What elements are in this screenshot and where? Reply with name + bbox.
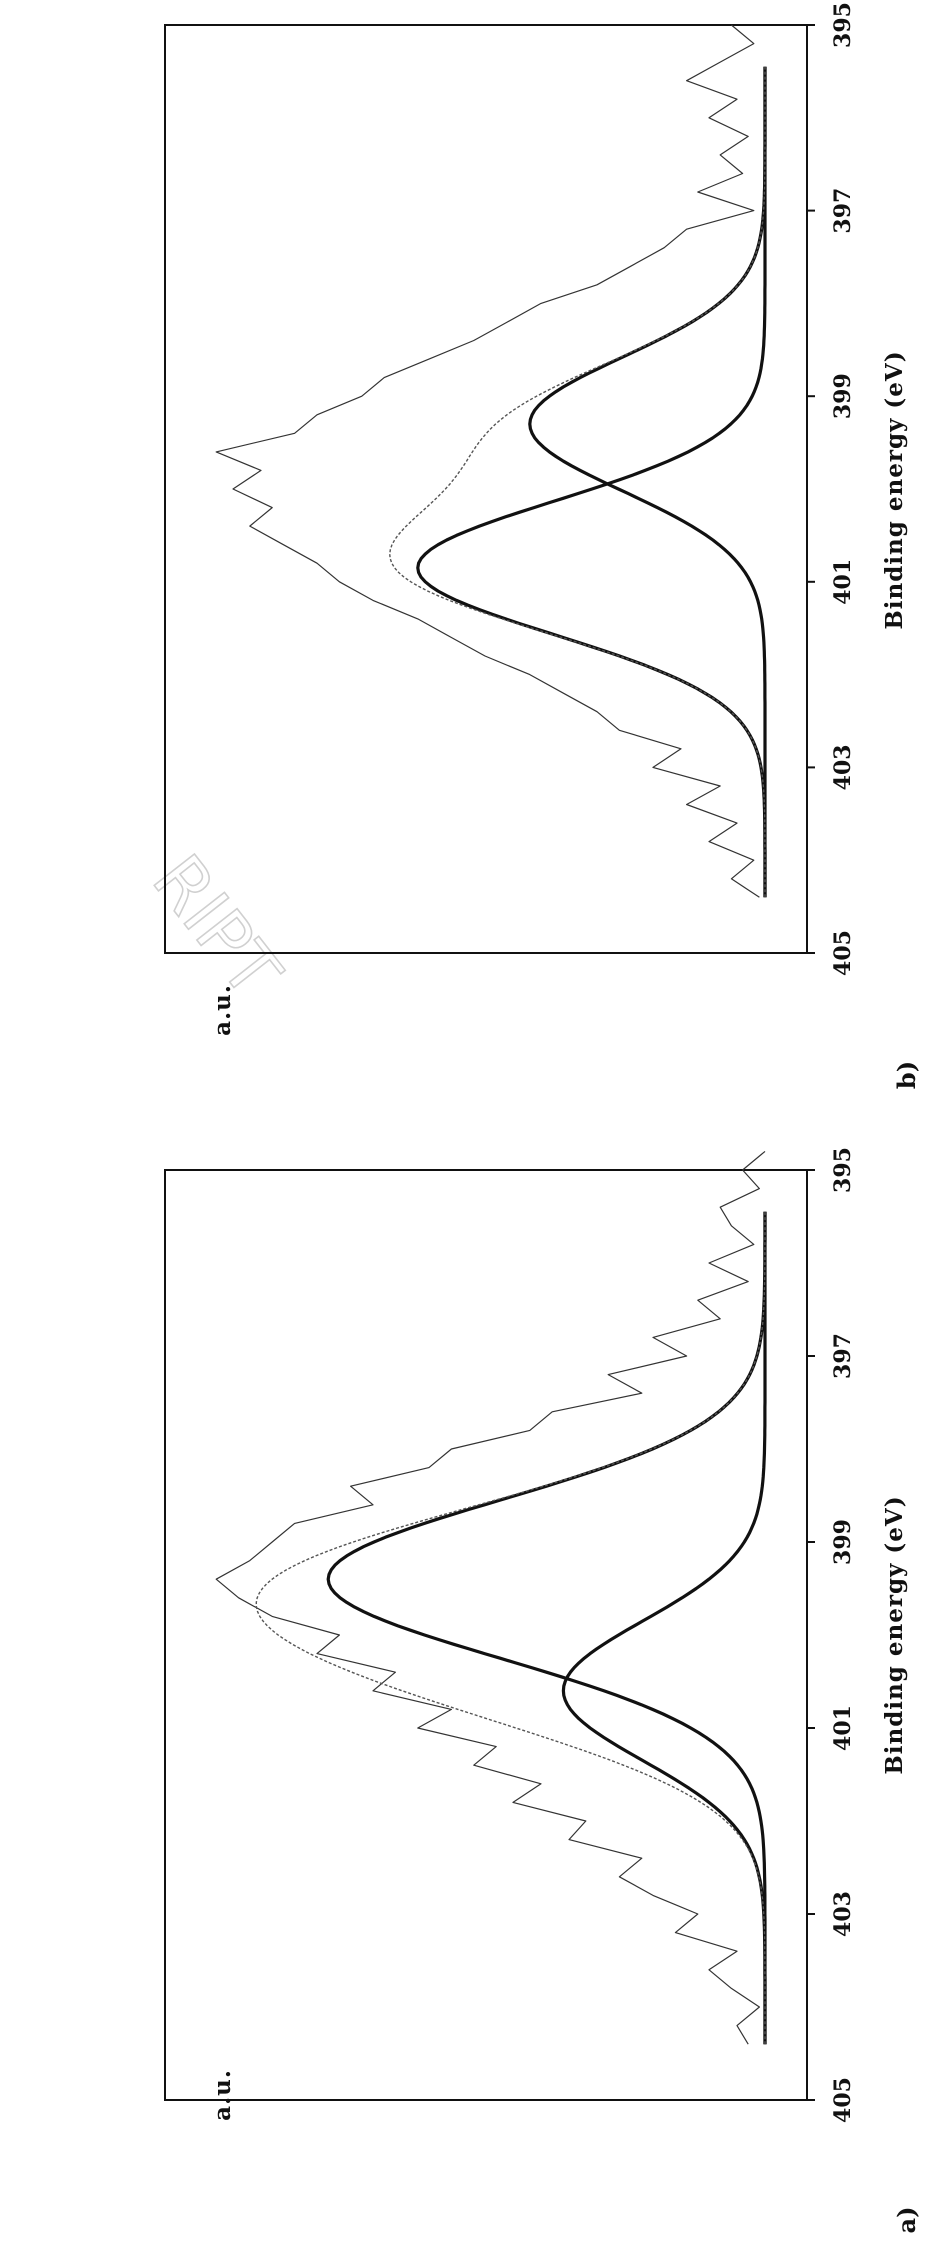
- x-axis-ticks-a: 405 403 401 399 397 395: [807, 1147, 856, 2123]
- x-axis-ticks-b: 405 403 401 399 397 395: [807, 2, 856, 976]
- curves-a: [215, 1150, 767, 2045]
- x-tick-label-a-1: 403: [830, 1891, 856, 1937]
- x-tick-label-b-5: 395: [830, 2, 856, 48]
- series-sum-a-3: [255, 1211, 766, 2045]
- x-tick-label-b-3: 399: [830, 373, 856, 419]
- series-gaussian-b-1: [416, 66, 767, 898]
- x-tick-label-a-3: 399: [830, 1519, 856, 1565]
- x-tick-label-b-4: 397: [830, 188, 856, 234]
- chart-panel-a: 405 403 401 399 397 395 Binding energy (eV) a…: [164, 1147, 921, 2234]
- x-tick-label-a-4: 397: [830, 1333, 856, 1379]
- series-gaussian-a-1: [326, 1211, 767, 2045]
- panel-label-a: a): [892, 2207, 921, 2234]
- x-tick-label-a-0: 405: [830, 2077, 856, 2123]
- panel-label-b: b): [892, 1061, 921, 1089]
- y-axis-label-b: a.u.: [209, 984, 236, 1036]
- chart-panel-b: 405 403 401 399 397 395 Binding energy (eV) a…: [164, 2, 921, 1089]
- series-sum-b-3: [389, 66, 766, 898]
- series-raw-b-0: [215, 24, 760, 898]
- y-axis-label-a: a.u.: [209, 2069, 236, 2121]
- x-tick-label-b-0: 405: [830, 930, 856, 976]
- plot-frame-a: [164, 1169, 808, 2101]
- x-axis-label-b: Binding energy (eV): [881, 350, 908, 629]
- x-tick-label-a-5: 395: [830, 1147, 856, 1193]
- x-axis-label-a: Binding energy (eV): [881, 1495, 908, 1774]
- curves-b: [215, 24, 767, 898]
- x-tick-label-b-1: 403: [830, 744, 856, 790]
- series-gaussian-a-2: [561, 1211, 767, 2045]
- series-gaussian-b-2: [528, 66, 767, 898]
- x-tick-label-b-2: 401: [830, 559, 856, 605]
- series-raw-a-0: [215, 1150, 766, 2045]
- plot-frame-b: [164, 24, 808, 954]
- x-tick-label-a-2: 401: [830, 1705, 856, 1751]
